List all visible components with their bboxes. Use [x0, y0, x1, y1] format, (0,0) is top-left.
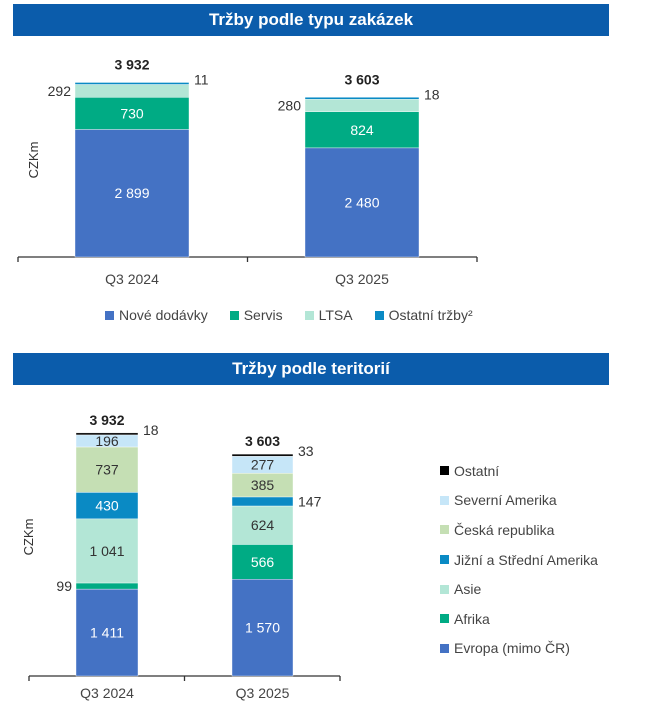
y-axis-label: CZKm [26, 142, 41, 179]
chart1-title: Tržby podle typu zakázek [13, 4, 609, 36]
bar-segment [74, 82, 190, 85]
data-label: 430 [95, 498, 119, 514]
total-label: 3 603 [245, 433, 280, 449]
category-label: Q3 2024 [80, 685, 134, 701]
bar-segment [304, 147, 420, 258]
legend-swatch [440, 525, 449, 535]
bar-segment [231, 579, 294, 677]
total-label: 3 603 [344, 71, 379, 87]
chart2-legend: Ostatní Severní Amerika Česká republika Již… [440, 456, 598, 663]
total-label: 3 932 [89, 412, 124, 428]
legend-item: Ostatní tržby² [374, 307, 473, 323]
legend-item: Nové dodávky [105, 307, 208, 323]
bar-segment [75, 582, 139, 590]
bar-segment [304, 99, 420, 112]
legend-swatch [440, 555, 449, 565]
legend-swatch [440, 614, 449, 624]
bar-segment [74, 97, 190, 130]
legend-item: Ostatní [440, 456, 598, 486]
legend-swatch [440, 643, 449, 653]
bar-segment [231, 453, 294, 457]
bar-segment [75, 446, 139, 493]
legend-item: Severní Amerika [440, 486, 598, 516]
bar-segment [231, 505, 294, 545]
data-label: 11 [194, 71, 209, 87]
bar-segment [304, 111, 420, 149]
legend-swatch [440, 495, 449, 505]
data-label: 2 480 [344, 194, 379, 210]
legend-swatch [440, 466, 449, 476]
legend-label: Česká republika [454, 521, 555, 538]
data-label: 147 [298, 493, 322, 509]
legend-swatch [374, 310, 384, 320]
bar-segment [75, 492, 139, 520]
legend-swatch [229, 310, 239, 320]
total-label: 3 932 [114, 56, 149, 72]
chart2-title: Tržby podle teritorií [13, 353, 609, 385]
category-label: Q3 2025 [236, 685, 290, 701]
legend-item: Jižní a Střední Amerika [440, 545, 598, 575]
data-label: 1 411 [90, 625, 124, 641]
data-label: 33 [298, 443, 314, 459]
bar-segment [74, 129, 190, 258]
data-label: 737 [95, 462, 119, 478]
data-label: 2 899 [114, 185, 149, 201]
y-axis-label: CZKm [21, 519, 36, 556]
legend-label: Ostatní tržby² [388, 307, 473, 323]
legend-label: Nové dodávky [119, 307, 208, 323]
legend-swatch [440, 584, 449, 594]
bar-segment [304, 97, 420, 100]
data-label: 824 [350, 122, 374, 138]
bar-segment [231, 544, 294, 580]
legend-item: Servis [229, 307, 283, 323]
legend-item: Česká republika [440, 515, 598, 545]
bar-segment [75, 432, 139, 436]
data-label: 196 [95, 433, 119, 449]
bar-segment [75, 588, 139, 677]
legend-item: LTSA [304, 307, 353, 323]
legend-label: Servis [243, 307, 283, 323]
data-label: 280 [278, 97, 302, 113]
bar-segment [75, 518, 139, 584]
legend-label: Asie [454, 581, 482, 598]
bar-segment [74, 84, 190, 98]
data-label: 18 [424, 86, 440, 102]
legend-item: Evropa (mimo ČR) [440, 634, 598, 664]
legend-label: Evropa (mimo ČR) [454, 640, 570, 657]
data-label: 292 [48, 83, 72, 99]
data-label: 730 [120, 105, 144, 121]
category-label: Q3 2024 [105, 271, 159, 287]
legend-swatch [105, 310, 114, 320]
legend-item: Afrika [440, 604, 598, 634]
legend-label: Ostatní [454, 462, 500, 479]
legend-label: Jižní a Střední Amerika [454, 551, 598, 568]
category-label: Q3 2025 [335, 271, 389, 287]
data-label: 18 [143, 422, 159, 438]
data-label: 1 041 [89, 543, 124, 559]
data-label: 1 570 [245, 620, 280, 636]
legend-label: Afrika [454, 610, 490, 627]
data-label: 99 [56, 578, 72, 594]
data-label: 566 [251, 554, 275, 570]
legend-label: Severní Amerika [454, 492, 557, 509]
legend-label: LTSA [318, 307, 353, 323]
data-label: 385 [251, 477, 275, 493]
legend-swatch [304, 310, 314, 320]
data-label: 277 [251, 457, 275, 473]
data-label: 624 [251, 517, 275, 533]
bar-segment [231, 496, 294, 507]
chart1-legend: Nové dodávky Servis LTSA Ostatní tržby² [105, 307, 473, 323]
legend-item: Asie [440, 574, 598, 604]
